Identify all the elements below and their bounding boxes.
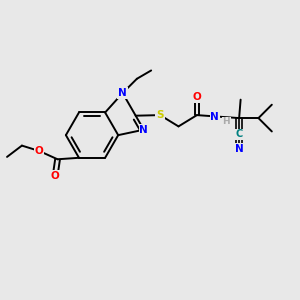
- Text: N: N: [140, 125, 148, 135]
- Text: O: O: [193, 92, 201, 102]
- Text: N: N: [118, 88, 127, 98]
- Text: N: N: [235, 144, 244, 154]
- Text: O: O: [51, 171, 60, 181]
- Text: S: S: [156, 110, 164, 120]
- Text: O: O: [35, 146, 44, 156]
- Text: N: N: [210, 112, 219, 122]
- Text: C: C: [236, 129, 243, 140]
- Text: H: H: [222, 117, 230, 126]
